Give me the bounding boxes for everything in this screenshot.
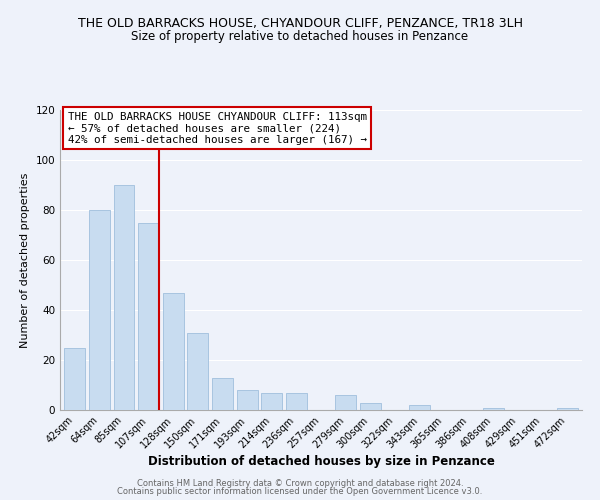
X-axis label: Distribution of detached houses by size in Penzance: Distribution of detached houses by size … [148,456,494,468]
Bar [360,402,381,410]
Text: THE OLD BARRACKS HOUSE CHYANDOUR CLIFF: 113sqm
← 57% of detached houses are smal: THE OLD BARRACKS HOUSE CHYANDOUR CLIFF: … [68,112,367,144]
Bar [483,408,504,410]
Bar [163,292,184,410]
Bar [286,392,307,410]
Bar [261,392,282,410]
Bar [138,222,159,410]
Bar [212,378,233,410]
Text: THE OLD BARRACKS HOUSE, CHYANDOUR CLIFF, PENZANCE, TR18 3LH: THE OLD BARRACKS HOUSE, CHYANDOUR CLIFF,… [77,18,523,30]
Bar [89,210,110,410]
Bar [335,395,356,410]
Text: Contains public sector information licensed under the Open Government Licence v3: Contains public sector information licen… [118,487,482,496]
Bar [187,332,208,410]
Bar [557,408,578,410]
Text: Size of property relative to detached houses in Penzance: Size of property relative to detached ho… [131,30,469,43]
Bar [236,390,257,410]
Bar [409,405,430,410]
Y-axis label: Number of detached properties: Number of detached properties [20,172,30,348]
Bar [64,348,85,410]
Bar [113,185,134,410]
Text: Contains HM Land Registry data © Crown copyright and database right 2024.: Contains HM Land Registry data © Crown c… [137,478,463,488]
